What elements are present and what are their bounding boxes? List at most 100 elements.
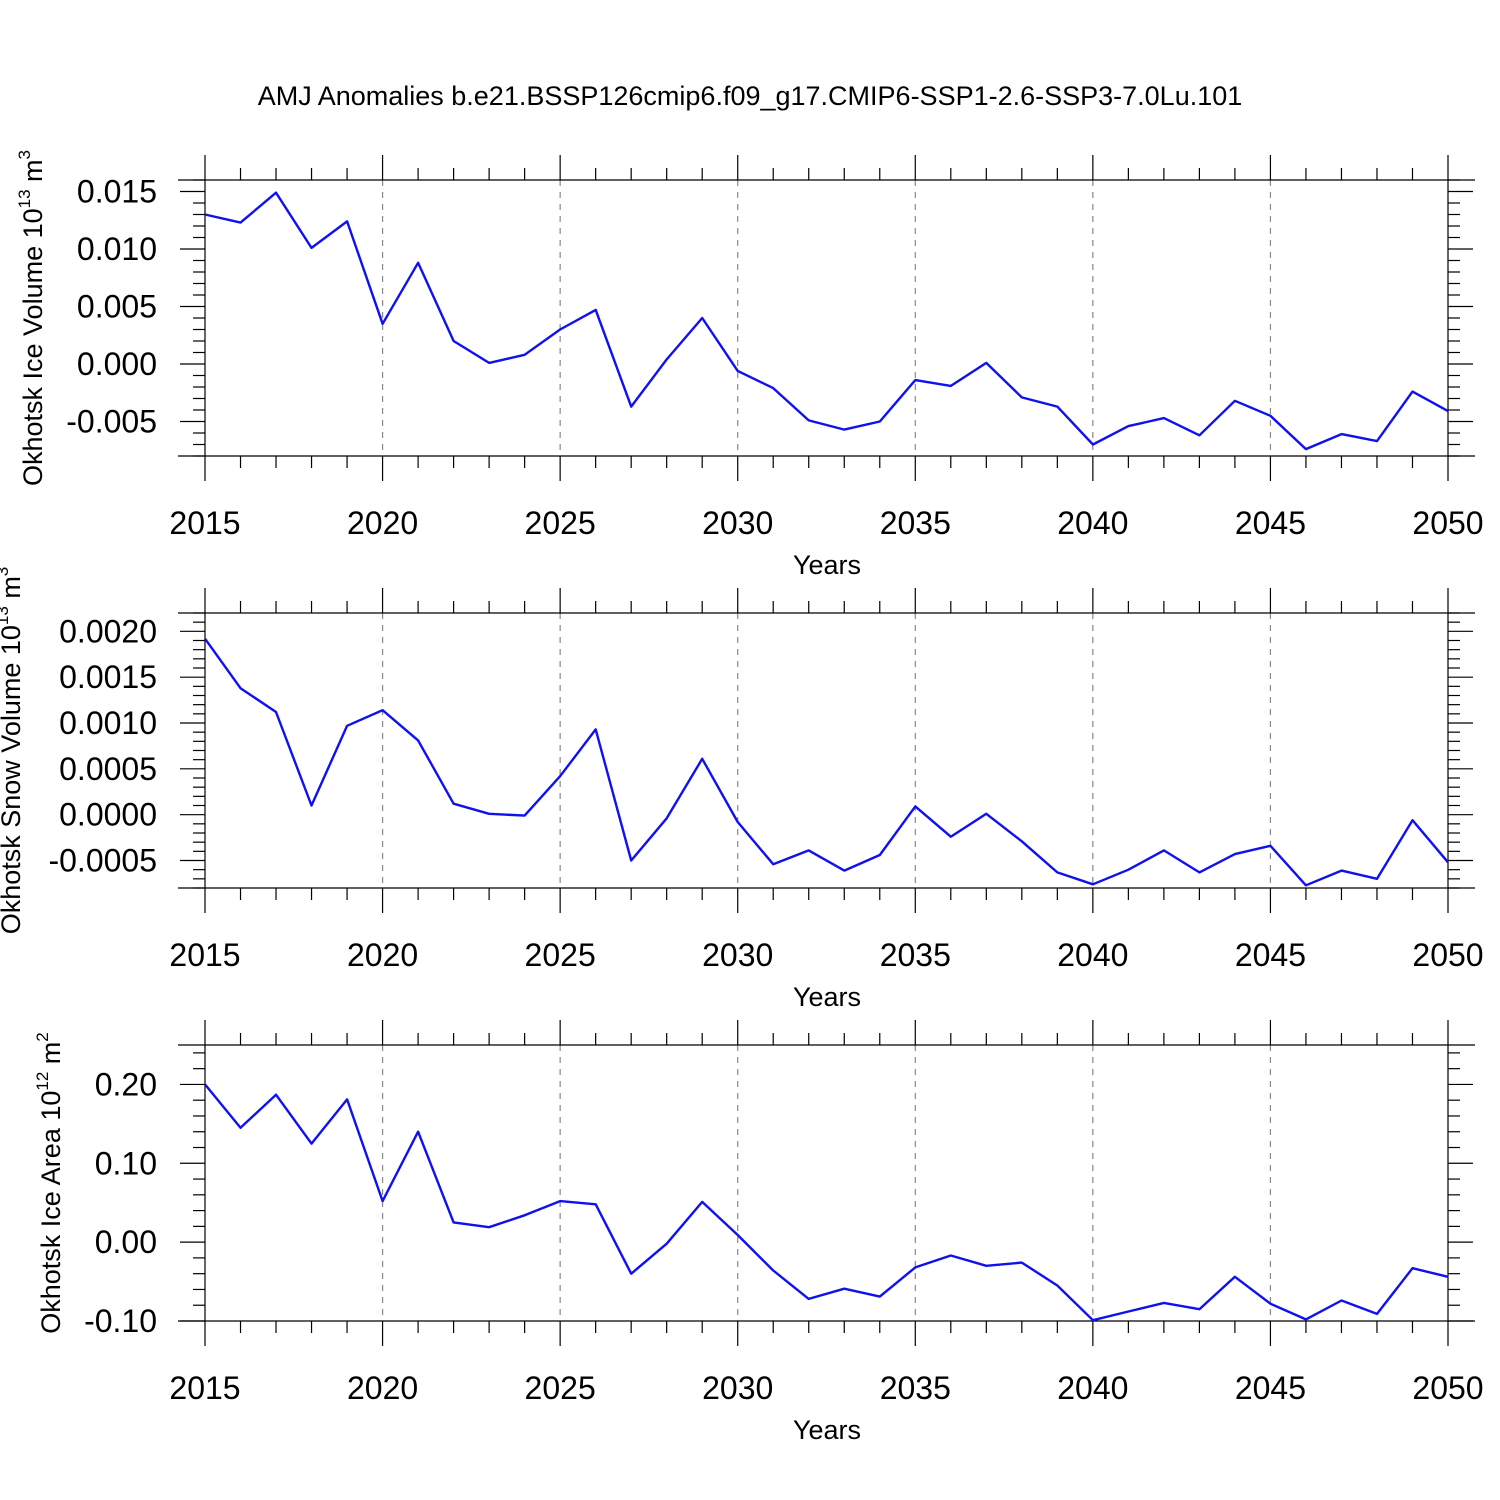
data-point xyxy=(1304,447,1308,451)
data-point xyxy=(1446,860,1450,864)
y-axis-label-text: Okhotsk Snow Volume 10 xyxy=(0,625,26,934)
data-point xyxy=(381,322,385,326)
data-point xyxy=(594,1202,598,1206)
data-point xyxy=(1055,1284,1059,1288)
x-tick-label: 2050 xyxy=(1412,1370,1483,1406)
data-point xyxy=(878,420,882,424)
data-point xyxy=(1020,395,1024,399)
data-point xyxy=(771,862,775,866)
data-point xyxy=(416,261,420,265)
data-point xyxy=(913,804,917,808)
data-point xyxy=(487,812,491,816)
data-point xyxy=(984,812,988,816)
x-tick-label: 2040 xyxy=(1057,505,1128,541)
data-point xyxy=(1233,399,1237,403)
data-point xyxy=(1162,1301,1166,1305)
y-tick-label: 0.0010 xyxy=(59,705,157,741)
data-point xyxy=(1446,1275,1450,1279)
data-point xyxy=(1339,869,1343,873)
data-point xyxy=(984,361,988,365)
data-point xyxy=(274,710,278,714)
data-point xyxy=(1020,839,1024,843)
x-tick-label: 2030 xyxy=(702,937,773,973)
y-axis-label-text: Okhotsk Ice Volume 10 xyxy=(18,208,48,486)
x-tick-label: 2020 xyxy=(347,505,418,541)
data-point xyxy=(381,708,385,712)
data-point xyxy=(736,1233,740,1237)
y-tick-label: -0.10 xyxy=(84,1303,157,1339)
data-point xyxy=(523,814,527,818)
data-point xyxy=(700,757,704,761)
y-tick-label: 0.0000 xyxy=(59,797,157,833)
x-tick-label: 2030 xyxy=(702,505,773,541)
data-point xyxy=(1233,1275,1237,1279)
data-point xyxy=(310,804,314,808)
data-point xyxy=(629,1272,633,1276)
data-point xyxy=(203,213,207,217)
data-point xyxy=(878,853,882,857)
x-tick-label: 2020 xyxy=(347,937,418,973)
data-point xyxy=(1126,868,1130,872)
y-axis-label-unit: m xyxy=(0,576,26,606)
data-point xyxy=(452,339,456,343)
y-tick-label: 0.005 xyxy=(77,289,157,325)
y-tick-label: 0.015 xyxy=(77,174,157,210)
data-point xyxy=(345,219,349,223)
data-point xyxy=(594,727,598,731)
y-tick-label: -0.0005 xyxy=(48,843,157,879)
data-point xyxy=(452,802,456,806)
y-axis-label: Okhotsk Ice Volume 1013 m3 xyxy=(15,150,48,486)
x-tick-label: 2050 xyxy=(1412,505,1483,541)
y-tick-label: 0.0020 xyxy=(59,613,157,649)
x-tick-label: 2035 xyxy=(880,937,951,973)
y-axis-label-unit-exponent: 2 xyxy=(33,1032,52,1041)
data-point xyxy=(1126,424,1130,428)
x-tick-label: 2035 xyxy=(880,505,951,541)
y-axis-label-exponent: 13 xyxy=(15,189,34,208)
data-point xyxy=(700,316,704,320)
data-point xyxy=(239,686,243,690)
data-point xyxy=(558,1199,562,1203)
chart-panel-3: 2015 2020 2025 2030 2035 2040 2045 2050 Years 0.2… xyxy=(33,1020,1484,1445)
y-tick-label: 0.0005 xyxy=(59,751,157,787)
data-point xyxy=(274,1093,278,1097)
y-axis-label-unit-exponent: 3 xyxy=(0,567,12,576)
x-tick-label: 2025 xyxy=(525,505,596,541)
data-point xyxy=(984,1264,988,1268)
data-point xyxy=(629,859,633,863)
data-point xyxy=(1304,883,1308,887)
data-point xyxy=(1055,405,1059,409)
data-point xyxy=(239,221,243,225)
series-line xyxy=(204,638,1449,887)
data-point xyxy=(665,1242,669,1246)
x-tick-label: 2030 xyxy=(702,1370,773,1406)
data-point xyxy=(736,820,740,824)
data-point xyxy=(558,328,562,332)
x-axis-label: Years xyxy=(793,982,861,1012)
data-point xyxy=(949,835,953,839)
data-point xyxy=(416,738,420,742)
y-tick-label: 0.0015 xyxy=(59,659,157,695)
data-point xyxy=(310,246,314,250)
y-axis-label-unit: m xyxy=(18,159,48,189)
y-tick-label: 0.10 xyxy=(95,1145,157,1181)
series-line xyxy=(204,1083,1449,1322)
panels: 2015 2020 2025 2030 2035 2040 2045 2050 Years 0.0… xyxy=(0,150,1484,1445)
series-line xyxy=(204,191,1449,451)
data-point xyxy=(523,353,527,357)
data-point xyxy=(1268,1302,1272,1306)
data-point xyxy=(1268,844,1272,848)
x-tick-label: 2045 xyxy=(1235,1370,1306,1406)
data-point xyxy=(239,1126,243,1130)
data-point xyxy=(310,1142,314,1146)
data-point xyxy=(842,1287,846,1291)
data-point xyxy=(1375,439,1379,443)
chart-panel-1: 2015 2020 2025 2030 2035 2040 2045 2050 Years 0.0… xyxy=(15,150,1484,580)
x-tick-label: 2045 xyxy=(1235,505,1306,541)
x-tick-label: 2040 xyxy=(1057,1370,1128,1406)
x-tick-label: 2025 xyxy=(525,937,596,973)
data-point xyxy=(700,1200,704,1204)
x-axis-label: Years xyxy=(793,550,861,580)
data-point xyxy=(203,637,207,641)
data-point xyxy=(1410,390,1414,394)
